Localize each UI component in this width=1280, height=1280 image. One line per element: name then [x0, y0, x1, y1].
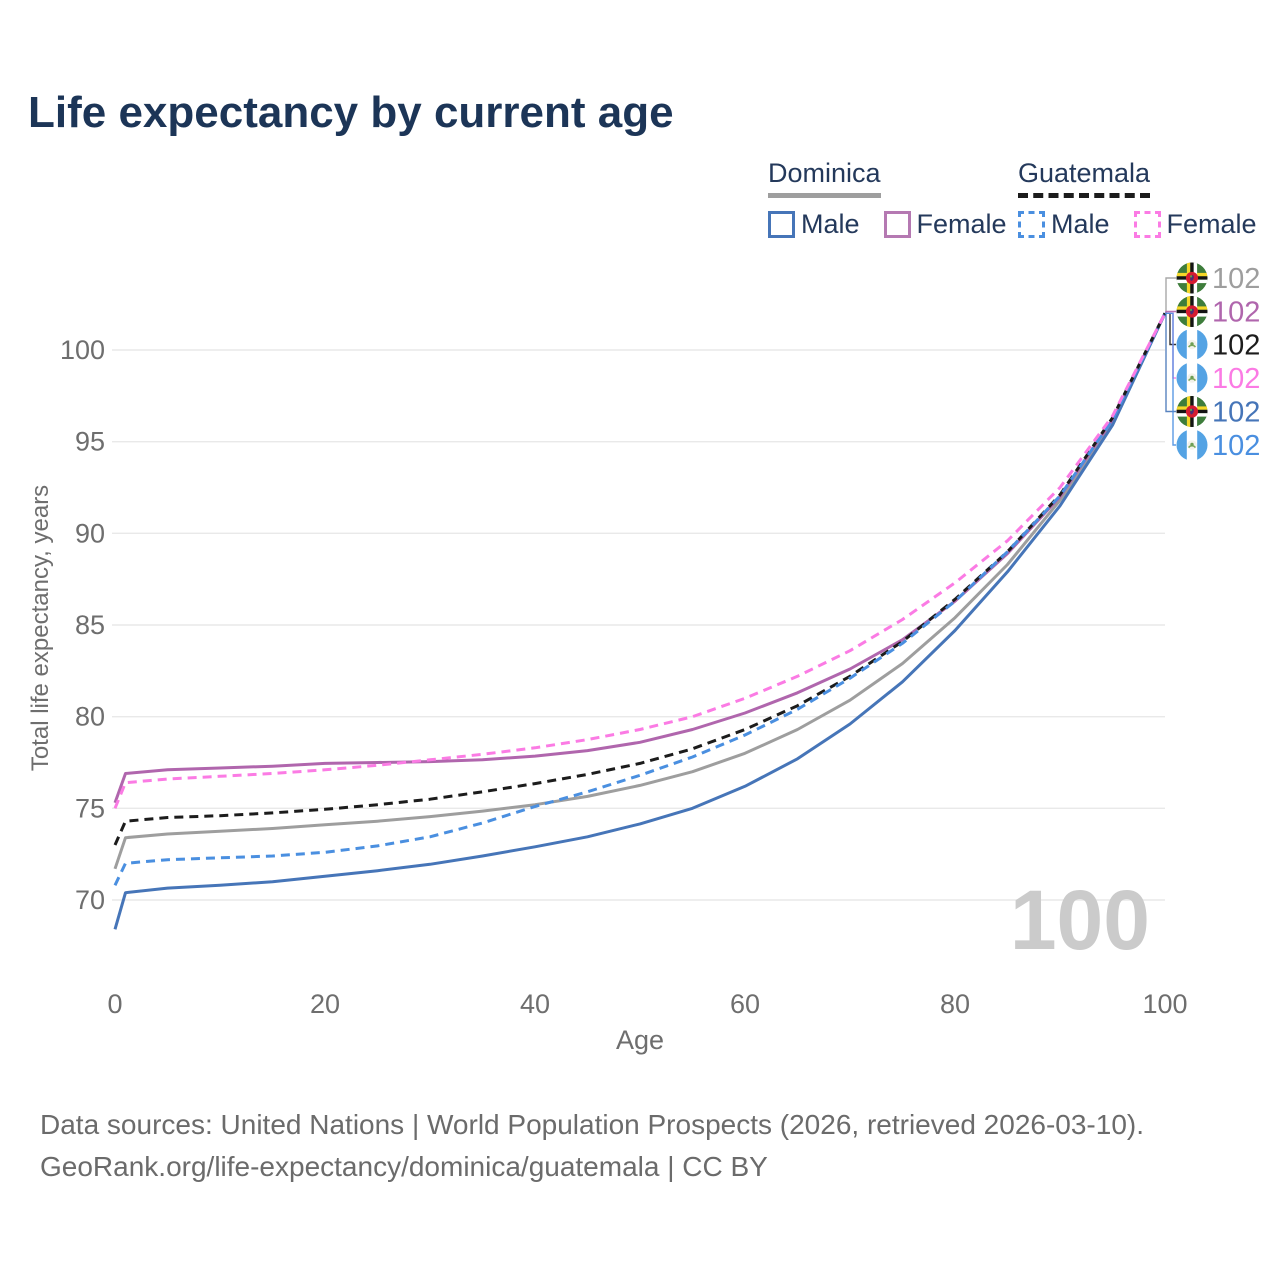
- x-tick-label-20: 20: [310, 989, 340, 1019]
- end-label-row-dominica-0[interactable]: 102: [1165, 263, 1260, 314]
- dominica-male-swatch-icon: [768, 211, 795, 238]
- y-tick-label-85: 85: [75, 610, 105, 640]
- end-label-value: 102: [1212, 330, 1260, 362]
- end-label-row-guatemala-5[interactable]: 102: [1165, 312, 1260, 462]
- series-layer: [113, 312, 1167, 930]
- guatemala-female-swatch-icon: [1133, 211, 1161, 238]
- x-tick-label-40: 40: [520, 989, 550, 1019]
- series-line-guatemala-male[interactable]: [113, 312, 1167, 886]
- legend-items-row: Male Female: [1018, 209, 1280, 240]
- guatemala-male-swatch-icon: [1018, 211, 1045, 238]
- dominica-flag-icon: [1177, 396, 1208, 427]
- legend-country-label-guatemala[interactable]: Guatemala: [1018, 158, 1151, 198]
- x-tick-label-0: 0: [107, 989, 122, 1019]
- grid-layer: [112, 349, 1165, 901]
- legend-item-label: Male: [1051, 209, 1110, 239]
- legend-item-label: Female: [916, 209, 1007, 239]
- legend-item-dominica-male[interactable]: Male: [768, 209, 860, 240]
- guatemala-flag-icon: [1177, 329, 1208, 360]
- attribution-text: GeoRank.org/life-expectancy/dominica/gua…: [40, 1151, 768, 1182]
- end-label-connector: [1165, 312, 1176, 446]
- series-line-dominica[interactable]: [113, 312, 1167, 870]
- legend-item-dominica-female[interactable]: Female: [883, 209, 1007, 240]
- legend-item-guatemala-female[interactable]: Female: [1133, 209, 1257, 240]
- end-label-row-guatemala-2[interactable]: 102: [1165, 312, 1260, 362]
- legend-group-dominica: Dominica Male Female: [768, 158, 1031, 240]
- end-label-connector: [1165, 277, 1176, 314]
- legend-item-guatemala-male[interactable]: Male: [1018, 209, 1110, 240]
- x-tick-label-80: 80: [940, 989, 970, 1019]
- end-label-row-dominica-4[interactable]: 102: [1165, 312, 1260, 429]
- chart-footer: Data sources: United Nations | World Pop…: [40, 1104, 1144, 1188]
- data-sources-text: Data sources: United Nations | World Pop…: [40, 1109, 1145, 1140]
- x-tick-label-60: 60: [730, 989, 760, 1019]
- series-line-dominica-male[interactable]: [113, 312, 1167, 930]
- page-title: Life expectancy by current age: [28, 88, 674, 137]
- watermark-layer: 100: [1010, 873, 1150, 967]
- end-label-value: 102: [1212, 397, 1260, 429]
- legend-item-label: Male: [801, 209, 860, 239]
- dominica-female-swatch-icon: [883, 211, 911, 238]
- dominica-flag-icon: [1177, 296, 1208, 327]
- legend-items-row: Male Female: [768, 209, 1031, 240]
- x-axis-title: Age: [616, 1025, 664, 1055]
- y-tick-label-100: 100: [60, 335, 105, 365]
- y-axis-title: Total life expectancy, years: [27, 485, 54, 771]
- end-label-value: 102: [1212, 263, 1260, 295]
- legend-country-label-dominica[interactable]: Dominica: [768, 158, 881, 198]
- end-label-value: 102: [1212, 363, 1260, 395]
- guatemala-flag-icon: [1177, 363, 1208, 394]
- legend-group-guatemala: Guatemala Male Female: [1018, 158, 1280, 240]
- y-tick-label-70: 70: [75, 885, 105, 915]
- end-label-row-dominica-1[interactable]: 102: [1165, 296, 1260, 329]
- legend-item-label: Female: [1166, 209, 1257, 239]
- y-tick-label-80: 80: [75, 702, 105, 732]
- axis-layer: 70 75 80 85 90 95 100 0 20 40 60 80 100 Age Total life…: [27, 335, 1188, 1055]
- series-line-guatemala-female[interactable]: [113, 312, 1167, 809]
- end-label-value: 102: [1212, 297, 1260, 329]
- y-tick-label-75: 75: [75, 793, 105, 823]
- x-tick-label-100: 100: [1142, 989, 1187, 1019]
- y-tick-label-95: 95: [75, 427, 105, 457]
- y-tick-label-90: 90: [75, 518, 105, 548]
- age-watermark: 100: [1010, 873, 1150, 967]
- end-label-value: 102: [1212, 430, 1260, 462]
- dominica-flag-icon: [1177, 263, 1208, 294]
- guatemala-flag-icon: [1177, 430, 1208, 461]
